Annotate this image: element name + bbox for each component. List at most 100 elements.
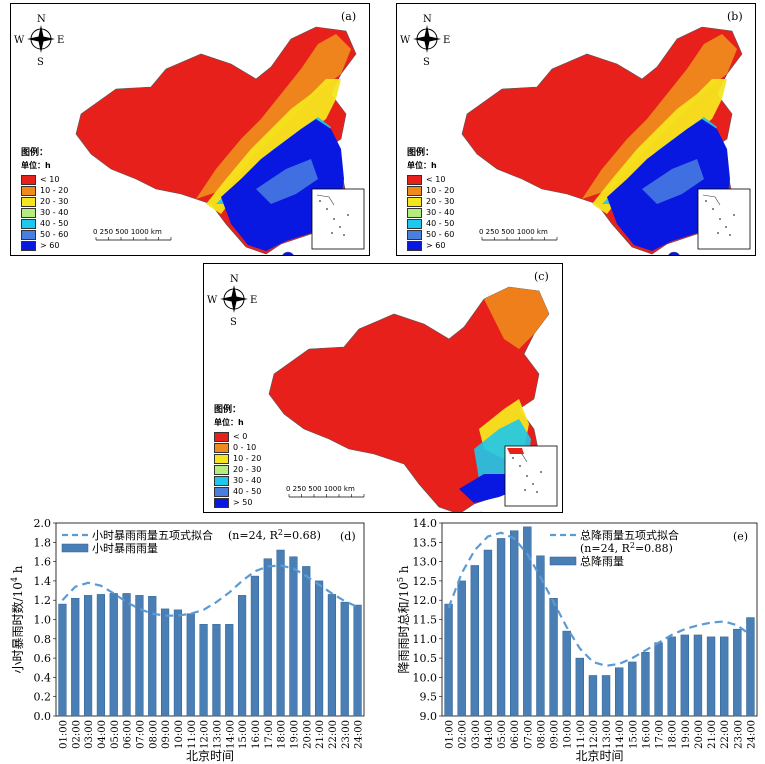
bar bbox=[160, 608, 170, 717]
x-tick-label: 20:00 bbox=[694, 720, 705, 749]
legend-swatch bbox=[21, 207, 36, 218]
bar bbox=[250, 575, 260, 717]
scale-label: 0 250 500 1000 km bbox=[93, 228, 162, 236]
x-tick-label: 15:00 bbox=[238, 720, 249, 749]
x-tick-label: 19:00 bbox=[681, 720, 692, 749]
legend-fit-stats: (n=24, R2=0.88) bbox=[580, 541, 673, 555]
legend-swatch bbox=[407, 218, 422, 229]
inset-islands bbox=[702, 194, 735, 236]
map-zone-orange bbox=[196, 34, 351, 199]
x-tick-label: 21:00 bbox=[315, 720, 326, 749]
legend-row: 20 - 30 bbox=[407, 196, 454, 207]
compass-w: W bbox=[400, 35, 411, 46]
legend-swatch bbox=[214, 475, 229, 486]
bar bbox=[720, 636, 729, 717]
legend-fit-label: 总降雨量五项式拟合 bbox=[580, 528, 679, 542]
legend-label: 10 - 20 bbox=[40, 186, 69, 195]
legend-swatch bbox=[21, 240, 36, 251]
compass-rose-icon: N S E W bbox=[207, 274, 257, 328]
bar bbox=[575, 657, 584, 717]
map-panel-c: N S E W (c) 0 250 500 1000 km 图例： 单位：h < 0 0 - 10… bbox=[203, 263, 563, 513]
legend-swatch bbox=[21, 218, 36, 229]
legend-swatch bbox=[214, 486, 229, 497]
south-china-sea-inset bbox=[311, 188, 365, 250]
x-tick-label: 05:00 bbox=[497, 720, 508, 749]
map-panel-label: (b) bbox=[727, 10, 743, 23]
legend-row: 10 - 20 bbox=[214, 453, 261, 464]
x-tick-label: 15:00 bbox=[628, 720, 639, 749]
legend-row: 50 - 60 bbox=[407, 229, 454, 240]
map-svg: N S E W (a) 0 250 500 1000 km bbox=[14, 10, 365, 255]
bar bbox=[83, 595, 93, 717]
compass-w: W bbox=[207, 295, 218, 306]
x-tick-label: 10:00 bbox=[563, 720, 574, 749]
y-tick-label: 1.6 bbox=[34, 556, 52, 569]
bar bbox=[654, 642, 663, 717]
map-zone-orange bbox=[484, 287, 549, 349]
y-tick-label: 0.8 bbox=[34, 633, 52, 646]
x-tick-label: 23:00 bbox=[341, 720, 352, 749]
legend-swatch bbox=[214, 453, 229, 464]
bar bbox=[122, 593, 131, 717]
legend-swatch bbox=[407, 185, 422, 196]
legend-swatch bbox=[214, 442, 229, 453]
x-tick-label: 12:00 bbox=[200, 720, 211, 749]
x-tick-label: 16:00 bbox=[641, 720, 652, 749]
x-tick-label: 22:00 bbox=[720, 720, 731, 749]
compass-n: N bbox=[230, 274, 239, 285]
legend-title: 图例： bbox=[407, 148, 435, 158]
bar bbox=[212, 624, 221, 717]
x-tick-label: 07:00 bbox=[523, 720, 534, 749]
legend-label: 30 - 40 bbox=[426, 208, 455, 217]
bar bbox=[733, 628, 742, 717]
legend-label: 40 - 50 bbox=[40, 219, 69, 228]
compass-e: E bbox=[57, 35, 64, 46]
x-tick-label: 08:00 bbox=[148, 720, 159, 749]
bar bbox=[148, 596, 157, 717]
x-tick-label: 02:00 bbox=[458, 720, 469, 749]
legend-label: 0 - 10 bbox=[233, 443, 257, 452]
bar bbox=[641, 652, 650, 717]
bar bbox=[483, 549, 493, 717]
y-tick-label: 0.6 bbox=[34, 652, 52, 665]
legend-label: < 0 bbox=[233, 432, 248, 441]
x-tick-label: 18:00 bbox=[668, 720, 679, 749]
legend-row: 30 - 40 bbox=[21, 207, 68, 218]
x-tick-label: 09:00 bbox=[550, 720, 561, 749]
legend-row: < 10 bbox=[407, 174, 454, 185]
compass-e: E bbox=[250, 295, 257, 306]
compass-n: N bbox=[37, 14, 46, 25]
bar bbox=[693, 634, 703, 717]
chart-panel-label: (d) bbox=[340, 530, 356, 543]
map-legend: 图例： 单位：h < 0 0 - 10 10 - 20 20 - 30 30 - 40 40 … bbox=[214, 402, 261, 508]
legend-swatch bbox=[21, 229, 36, 240]
legend-row: < 10 bbox=[21, 174, 68, 185]
legend-row: 0 - 10 bbox=[214, 442, 261, 453]
x-tick-label: 17:00 bbox=[264, 720, 275, 749]
x-tick-label: 05:00 bbox=[110, 720, 121, 749]
bar bbox=[96, 594, 106, 717]
legend-label: > 60 bbox=[426, 241, 446, 250]
y-tick-label: 13.5 bbox=[413, 536, 438, 549]
legend-swatch bbox=[407, 240, 422, 251]
bar bbox=[302, 566, 311, 717]
bar bbox=[340, 601, 349, 717]
legend-row: 40 - 50 bbox=[21, 218, 68, 229]
x-axis-label: 北京时间 bbox=[186, 749, 234, 763]
legend-swatch bbox=[21, 185, 36, 196]
bar bbox=[628, 661, 637, 717]
fit-line bbox=[61, 564, 359, 617]
south-china-sea-inset bbox=[697, 188, 751, 250]
y-tick-label: 13.0 bbox=[413, 556, 438, 569]
compass-w: W bbox=[14, 35, 25, 46]
x-tick-label: 01:00 bbox=[445, 720, 456, 749]
compass-s: S bbox=[37, 57, 44, 68]
hainan-island bbox=[668, 251, 680, 255]
bar bbox=[667, 636, 676, 717]
x-tick-label: 11:00 bbox=[187, 720, 198, 749]
y-tick-label: 0.0 bbox=[34, 710, 52, 723]
x-tick-label: 06:00 bbox=[510, 720, 521, 749]
x-tick-label: 17:00 bbox=[655, 720, 666, 749]
x-tick-label: 21:00 bbox=[707, 720, 718, 749]
legend-row: 40 - 50 bbox=[214, 486, 261, 497]
